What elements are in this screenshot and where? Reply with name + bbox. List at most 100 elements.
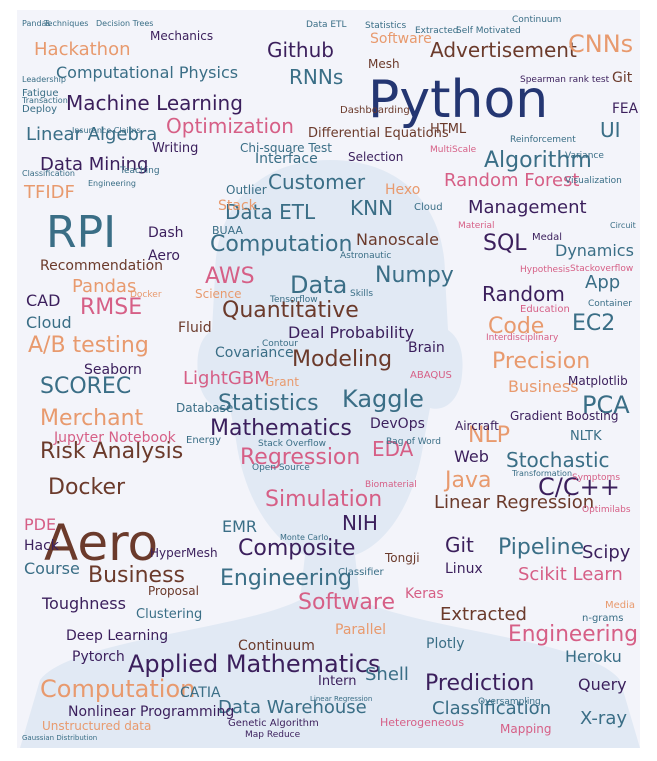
word-computational-physics: Computational Physics	[56, 63, 238, 82]
word-fatigue: Fatigue	[22, 88, 59, 99]
word-classification-small: Classification	[22, 169, 75, 178]
word-variance: Variance	[565, 151, 604, 161]
word-numpy: Numpy	[375, 263, 454, 288]
word-nih: NIH	[342, 511, 378, 535]
word-pca: PCA	[582, 391, 630, 419]
word-plotly: Plotly	[426, 636, 465, 652]
word-ab-testing: A/B testing	[28, 333, 149, 358]
word-scorec: SCOREC	[40, 374, 131, 399]
word-classification: Classification	[432, 698, 551, 719]
word-ec2-right: EC2	[572, 311, 615, 336]
word-hackathon: Hackathon	[34, 39, 131, 60]
word-simulation: Simulation	[265, 487, 382, 512]
word-oversampling: Oversampling	[478, 697, 541, 707]
word-continuum-top: Continuum	[512, 15, 561, 25]
word-scikit-learn: Scikit Learn	[518, 564, 623, 585]
word-stack: Stack	[218, 198, 258, 214]
head-silhouette	[20, 160, 640, 748]
word-dynamics: Dynamics	[555, 241, 634, 260]
word-decision-trees: Decision Trees	[96, 19, 153, 28]
word-applied-mathematics: Applied Mathematics	[128, 650, 381, 678]
word-skills: Skills	[350, 289, 373, 299]
word-git-top: Git	[612, 70, 633, 86]
word-reinforcement: Reinforcement	[510, 135, 576, 145]
word-composite: Composite	[238, 536, 355, 561]
word-rmse: RMSE	[80, 295, 142, 320]
word-continuum: Continuum	[238, 638, 315, 654]
word-deep-learning: Deep Learning	[66, 628, 168, 644]
word-parallel: Parallel	[335, 622, 386, 638]
word-hack: Hack	[24, 538, 60, 554]
word-management: Management	[468, 197, 587, 218]
word-grant: Grant	[265, 375, 299, 389]
word-java: Java	[443, 468, 491, 493]
word-regression: Regression	[240, 445, 360, 470]
word-machine-learning: Machine Learning	[66, 91, 243, 115]
word-dashboarding: Dashboarding	[340, 105, 410, 116]
word-software: Software	[298, 590, 395, 615]
word-tfidf: TFIDF	[23, 182, 75, 203]
word-mechanics: Mechanics	[150, 29, 213, 43]
word-cad: CAD	[26, 291, 60, 310]
word-deal-probability: Deal Probability	[288, 323, 414, 342]
word-brain: Brain	[408, 340, 445, 356]
word-optimization: Optimization	[166, 114, 294, 138]
word-proposal: Proposal	[148, 584, 199, 598]
word-lightgbm: LightGBM	[183, 368, 270, 389]
word-toughness: Toughness	[41, 594, 126, 613]
word-algorithm: Algorithm	[484, 148, 592, 173]
word-education: Education	[520, 304, 570, 315]
word-medal: Medal	[532, 232, 562, 243]
word-eda: EDA	[372, 437, 414, 461]
word-hypothesis: Hypothesis	[520, 265, 570, 275]
word-interdisciplinary: Interdisciplinary	[486, 333, 559, 343]
word-aero-small: Aero	[148, 248, 180, 264]
word-data-warehouse: Data Warehouse	[218, 697, 367, 718]
word-cloud-small: Cloud	[414, 202, 443, 213]
word-heroku: Heroku	[565, 647, 622, 666]
word-statistics: Statistics	[218, 391, 319, 416]
word-docker: Docker	[48, 475, 126, 500]
word-aero: Aero	[44, 514, 158, 572]
word-seaborn: Seaborn	[84, 362, 142, 378]
word-deploy: Deploy	[22, 104, 57, 115]
word-matplotlib: Matplotlib	[568, 374, 628, 388]
word-genetic-algorithm: Genetic Algorithm	[228, 718, 319, 729]
word-media: Media	[605, 600, 635, 611]
word-intern: Intern	[318, 674, 357, 689]
word-hexo: Hexo	[385, 182, 420, 198]
word-shell: Shell	[365, 664, 409, 685]
word-knn: KNN	[350, 196, 393, 220]
word-python: Python	[368, 70, 548, 130]
word-chi-square-test: Chi-square Test	[240, 141, 332, 155]
word-abaqus: ABAQUS	[410, 370, 452, 381]
word-devops: DevOps	[370, 416, 425, 432]
word-pandas: Pandas	[72, 276, 136, 297]
word-extracted: Extracted	[440, 604, 527, 625]
word-group: Python RPI Aero Github Advertisement CNN…	[21, 15, 638, 742]
word-prediction: Prediction	[425, 671, 534, 696]
word-selection: Selection	[348, 150, 403, 164]
word-business-small: Business	[508, 377, 579, 396]
word-leadership: Leadership	[22, 75, 66, 84]
word-customer: Customer	[268, 170, 366, 194]
word-monte-carlo: Monte Carlo	[280, 533, 328, 542]
word-random-forest: Random Forest	[444, 170, 579, 191]
word-computation-bottom: Computation	[40, 675, 195, 703]
word-rpi: RPI	[46, 207, 116, 258]
word-astronautic: Astronautic	[340, 251, 391, 261]
word-pde: PDE	[24, 515, 56, 534]
word-modeling: Modeling	[292, 347, 392, 372]
word-cloud-left: Cloud	[26, 313, 72, 332]
word-nanoscale: Nanoscale	[356, 230, 439, 249]
word-scipy: Scipy	[582, 542, 631, 563]
word-merchant: Merchant	[40, 406, 144, 431]
word-bag-of-word: Bag of Word	[386, 437, 441, 447]
word-sql: SQL	[483, 231, 527, 256]
word-transformation: Transformation	[511, 469, 572, 478]
word-classifier: Classifier	[338, 567, 385, 578]
word-app: App	[585, 272, 620, 293]
word-buaa: BUAA	[212, 224, 243, 237]
word-docker-small: Docker	[130, 290, 162, 300]
word-quantitative: Quantitative	[222, 298, 359, 323]
